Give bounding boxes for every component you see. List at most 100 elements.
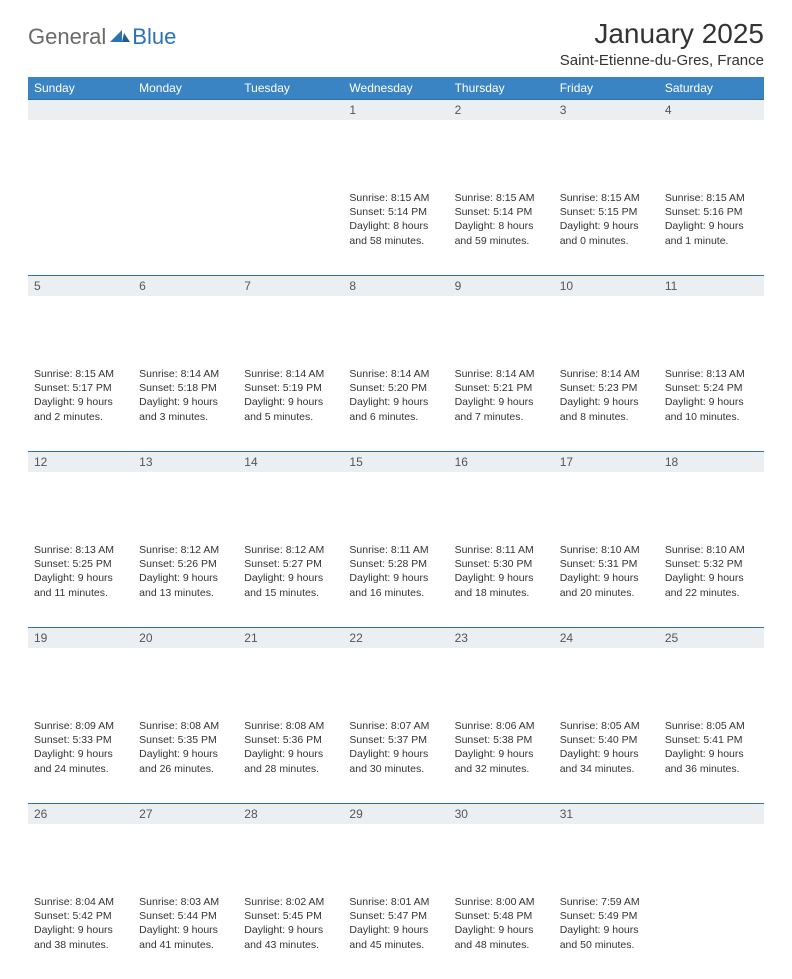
logo-text-blue: Blue [132, 24, 176, 50]
logo: General Blue [28, 24, 176, 50]
location-subtitle: Saint-Etienne-du-Gres, France [560, 52, 764, 69]
day-data: Sunrise: 8:11 AMSunset: 5:28 PMDaylight:… [343, 539, 448, 606]
day-data: Sunrise: 8:14 AMSunset: 5:19 PMDaylight:… [238, 363, 343, 430]
day-number [659, 803, 764, 824]
calendar-cell: Sunrise: 8:15 AMSunset: 5:16 PMDaylight:… [659, 187, 764, 275]
day-number: 9 [449, 275, 554, 296]
day-header: Wednesday [343, 77, 448, 99]
day-number: 18 [659, 451, 764, 472]
calendar-cell: Sunrise: 8:04 AMSunset: 5:42 PMDaylight:… [28, 891, 133, 979]
calendar-cell: Sunrise: 8:08 AMSunset: 5:36 PMDaylight:… [238, 715, 343, 803]
day-data: Sunrise: 8:14 AMSunset: 5:20 PMDaylight:… [343, 363, 448, 430]
month-title: January 2025 [560, 18, 764, 50]
day-number: 23 [449, 627, 554, 648]
calendar-cell: Sunrise: 8:10 AMSunset: 5:32 PMDaylight:… [659, 539, 764, 627]
day-data: Sunrise: 8:15 AMSunset: 5:17 PMDaylight:… [28, 363, 133, 430]
day-data: Sunrise: 8:15 AMSunset: 5:14 PMDaylight:… [449, 187, 554, 254]
day-number [238, 99, 343, 120]
day-data: Sunrise: 8:07 AMSunset: 5:37 PMDaylight:… [343, 715, 448, 782]
day-number: 25 [659, 627, 764, 648]
day-data: Sunrise: 8:14 AMSunset: 5:23 PMDaylight:… [554, 363, 659, 430]
calendar-cell: Sunrise: 8:06 AMSunset: 5:38 PMDaylight:… [449, 715, 554, 803]
day-header: Sunday [28, 77, 133, 99]
logo-text-general: General [28, 24, 106, 50]
calendar-table: SundayMondayTuesdayWednesdayThursdayFrid… [28, 77, 764, 979]
day-number: 5 [28, 275, 133, 296]
day-data: Sunrise: 8:04 AMSunset: 5:42 PMDaylight:… [28, 891, 133, 958]
day-number: 20 [133, 627, 238, 648]
day-number: 27 [133, 803, 238, 824]
day-header: Monday [133, 77, 238, 99]
day-data: Sunrise: 8:00 AMSunset: 5:48 PMDaylight:… [449, 891, 554, 958]
calendar-cell: Sunrise: 8:14 AMSunset: 5:23 PMDaylight:… [554, 363, 659, 451]
day-number: 30 [449, 803, 554, 824]
day-data: Sunrise: 8:06 AMSunset: 5:38 PMDaylight:… [449, 715, 554, 782]
day-data: Sunrise: 8:05 AMSunset: 5:40 PMDaylight:… [554, 715, 659, 782]
day-data: Sunrise: 8:15 AMSunset: 5:14 PMDaylight:… [343, 187, 448, 254]
day-number: 17 [554, 451, 659, 472]
calendar-cell: Sunrise: 8:02 AMSunset: 5:45 PMDaylight:… [238, 891, 343, 979]
calendar-cell: Sunrise: 8:12 AMSunset: 5:27 PMDaylight:… [238, 539, 343, 627]
day-number: 7 [238, 275, 343, 296]
calendar-cell: Sunrise: 8:14 AMSunset: 5:21 PMDaylight:… [449, 363, 554, 451]
title-block: January 2025 Saint-Etienne-du-Gres, Fran… [560, 18, 764, 69]
day-header: Thursday [449, 77, 554, 99]
day-number: 11 [659, 275, 764, 296]
day-data: Sunrise: 8:13 AMSunset: 5:24 PMDaylight:… [659, 363, 764, 430]
calendar-cell: Sunrise: 8:14 AMSunset: 5:19 PMDaylight:… [238, 363, 343, 451]
day-data: Sunrise: 8:08 AMSunset: 5:35 PMDaylight:… [133, 715, 238, 782]
calendar-cell: Sunrise: 8:03 AMSunset: 5:44 PMDaylight:… [133, 891, 238, 979]
day-number: 8 [343, 275, 448, 296]
calendar-cell: Sunrise: 8:15 AMSunset: 5:14 PMDaylight:… [343, 187, 448, 275]
calendar-cell: Sunrise: 8:00 AMSunset: 5:48 PMDaylight:… [449, 891, 554, 979]
day-number: 2 [449, 99, 554, 120]
day-data: Sunrise: 8:08 AMSunset: 5:36 PMDaylight:… [238, 715, 343, 782]
day-data: Sunrise: 8:12 AMSunset: 5:26 PMDaylight:… [133, 539, 238, 606]
calendar-cell: Sunrise: 8:01 AMSunset: 5:47 PMDaylight:… [343, 891, 448, 979]
day-number: 10 [554, 275, 659, 296]
calendar-cell: Sunrise: 8:15 AMSunset: 5:14 PMDaylight:… [449, 187, 554, 275]
calendar-cell: Sunrise: 8:08 AMSunset: 5:35 PMDaylight:… [133, 715, 238, 803]
calendar-cell: Sunrise: 8:11 AMSunset: 5:30 PMDaylight:… [449, 539, 554, 627]
day-number: 28 [238, 803, 343, 824]
day-number: 6 [133, 275, 238, 296]
day-data: Sunrise: 8:10 AMSunset: 5:32 PMDaylight:… [659, 539, 764, 606]
calendar-cell [28, 187, 133, 275]
calendar-cell: Sunrise: 8:14 AMSunset: 5:18 PMDaylight:… [133, 363, 238, 451]
day-number: 21 [238, 627, 343, 648]
day-number: 29 [343, 803, 448, 824]
day-number: 16 [449, 451, 554, 472]
day-number: 26 [28, 803, 133, 824]
calendar-cell [238, 187, 343, 275]
calendar-cell: Sunrise: 7:59 AMSunset: 5:49 PMDaylight:… [554, 891, 659, 979]
day-number: 3 [554, 99, 659, 120]
calendar-cell: Sunrise: 8:15 AMSunset: 5:15 PMDaylight:… [554, 187, 659, 275]
calendar-cell: Sunrise: 8:10 AMSunset: 5:31 PMDaylight:… [554, 539, 659, 627]
day-data: Sunrise: 8:10 AMSunset: 5:31 PMDaylight:… [554, 539, 659, 606]
calendar-cell [659, 891, 764, 979]
calendar-page: General Blue January 2025 Saint-Etienne-… [0, 0, 792, 612]
calendar-cell: Sunrise: 8:15 AMSunset: 5:17 PMDaylight:… [28, 363, 133, 451]
day-number: 14 [238, 451, 343, 472]
day-data: Sunrise: 8:15 AMSunset: 5:16 PMDaylight:… [659, 187, 764, 254]
calendar-cell: Sunrise: 8:05 AMSunset: 5:41 PMDaylight:… [659, 715, 764, 803]
day-number: 24 [554, 627, 659, 648]
day-number: 12 [28, 451, 133, 472]
day-number [133, 99, 238, 120]
day-data: Sunrise: 7:59 AMSunset: 5:49 PMDaylight:… [554, 891, 659, 958]
calendar-cell: Sunrise: 8:09 AMSunset: 5:33 PMDaylight:… [28, 715, 133, 803]
logo-mark-icon [110, 26, 130, 49]
day-data: Sunrise: 8:15 AMSunset: 5:15 PMDaylight:… [554, 187, 659, 254]
day-number [28, 99, 133, 120]
calendar-cell [133, 187, 238, 275]
day-data: Sunrise: 8:09 AMSunset: 5:33 PMDaylight:… [28, 715, 133, 782]
day-header: Saturday [659, 77, 764, 99]
day-number: 31 [554, 803, 659, 824]
day-number: 15 [343, 451, 448, 472]
calendar-cell: Sunrise: 8:05 AMSunset: 5:40 PMDaylight:… [554, 715, 659, 803]
day-number: 13 [133, 451, 238, 472]
day-data: Sunrise: 8:13 AMSunset: 5:25 PMDaylight:… [28, 539, 133, 606]
calendar-header-row: SundayMondayTuesdayWednesdayThursdayFrid… [28, 77, 764, 99]
day-data: Sunrise: 8:01 AMSunset: 5:47 PMDaylight:… [343, 891, 448, 958]
calendar-cell: Sunrise: 8:07 AMSunset: 5:37 PMDaylight:… [343, 715, 448, 803]
